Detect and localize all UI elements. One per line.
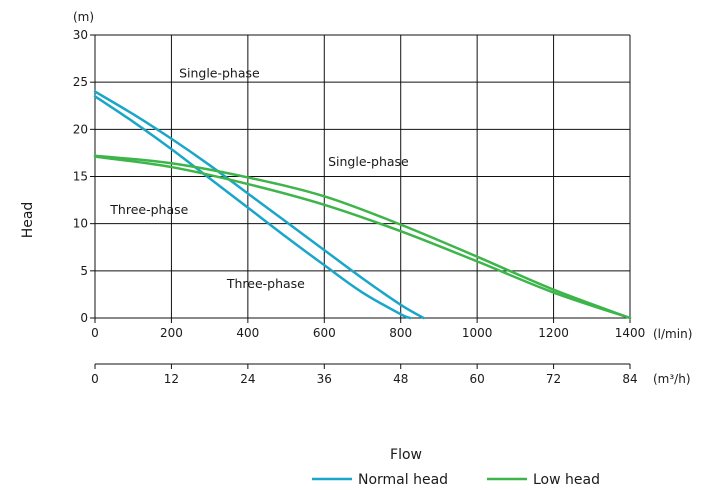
x-axis-title: Flow: [390, 447, 422, 463]
x-tick-label: 0: [91, 326, 99, 340]
x2-tick-label: 24: [240, 372, 255, 386]
y-tick-label: 5: [80, 264, 88, 278]
x-tick-label: 400: [236, 326, 259, 340]
legend-label-low-head: Low head: [533, 472, 600, 488]
x-tick-label: 1200: [538, 326, 569, 340]
legend-label-normal-head: Normal head: [358, 472, 448, 488]
series-line-normal-head-0: [93, 90, 425, 320]
x2-tick-label: 84: [622, 372, 637, 386]
series-lines: [93, 90, 632, 320]
x-tick-label: 800: [389, 326, 412, 340]
annotations: Single-phase Single-phase Three-phase Three…: [109, 65, 409, 290]
y-tick-label: 30: [73, 28, 88, 42]
series-line-normal-head-1: [93, 95, 412, 320]
y-unit-label: (m): [73, 10, 94, 24]
x2-tick-label: 36: [317, 372, 332, 386]
y-axis-title: Head: [20, 202, 36, 239]
y-tick-label: 0: [80, 311, 88, 325]
series-line-low-head-3: [93, 155, 632, 320]
grid: [94, 34, 631, 319]
y-tick-label: 25: [73, 75, 88, 89]
x2-tick-label: 48: [393, 372, 408, 386]
x2-tick-label: 72: [546, 372, 561, 386]
y-tick-label: 15: [73, 170, 88, 184]
x2-unit-label: (m³/h): [653, 372, 691, 386]
x-tick-label: 1000: [462, 326, 493, 340]
x2-tick-label: 12: [164, 372, 179, 386]
x-tick-label: 600: [313, 326, 336, 340]
annotation-label: Single-phase: [328, 154, 409, 169]
y-tick-label: 20: [73, 122, 88, 136]
x-tick-label: 1400: [615, 326, 646, 340]
annotation-label: Single-phase: [179, 65, 260, 80]
y-tick-label: 10: [73, 217, 88, 231]
x2-tick-label: 60: [470, 372, 485, 386]
x-tick-label: 200: [160, 326, 183, 340]
x2-tick-label: 0: [91, 372, 99, 386]
annotation-label: Three-phase: [226, 276, 305, 291]
x-unit-label: (l/min): [653, 327, 692, 341]
legend: Normal head Low head: [312, 472, 600, 488]
annotation-label: Three-phase: [109, 202, 188, 217]
axes: 0 5 10 15 20 25 30 0 200 400 600 800 1000 1200 1400 0 12…: [73, 28, 646, 386]
series-line-low-head-2: [93, 154, 632, 320]
